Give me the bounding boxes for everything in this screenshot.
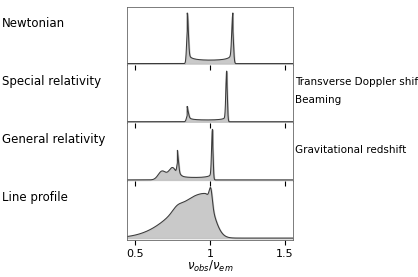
Text: Line profile: Line profile bbox=[2, 191, 68, 204]
Text: Newtonian: Newtonian bbox=[2, 17, 65, 30]
Text: Gravitational redshift: Gravitational redshift bbox=[295, 145, 406, 155]
Text: General relativity: General relativity bbox=[2, 133, 105, 146]
Text: Transverse Doppler shift: Transverse Doppler shift bbox=[295, 77, 418, 87]
Text: Beaming: Beaming bbox=[295, 95, 341, 105]
Text: $\nu_{obs} / \nu_{em}$: $\nu_{obs} / \nu_{em}$ bbox=[187, 259, 233, 274]
Text: Special relativity: Special relativity bbox=[2, 75, 101, 88]
